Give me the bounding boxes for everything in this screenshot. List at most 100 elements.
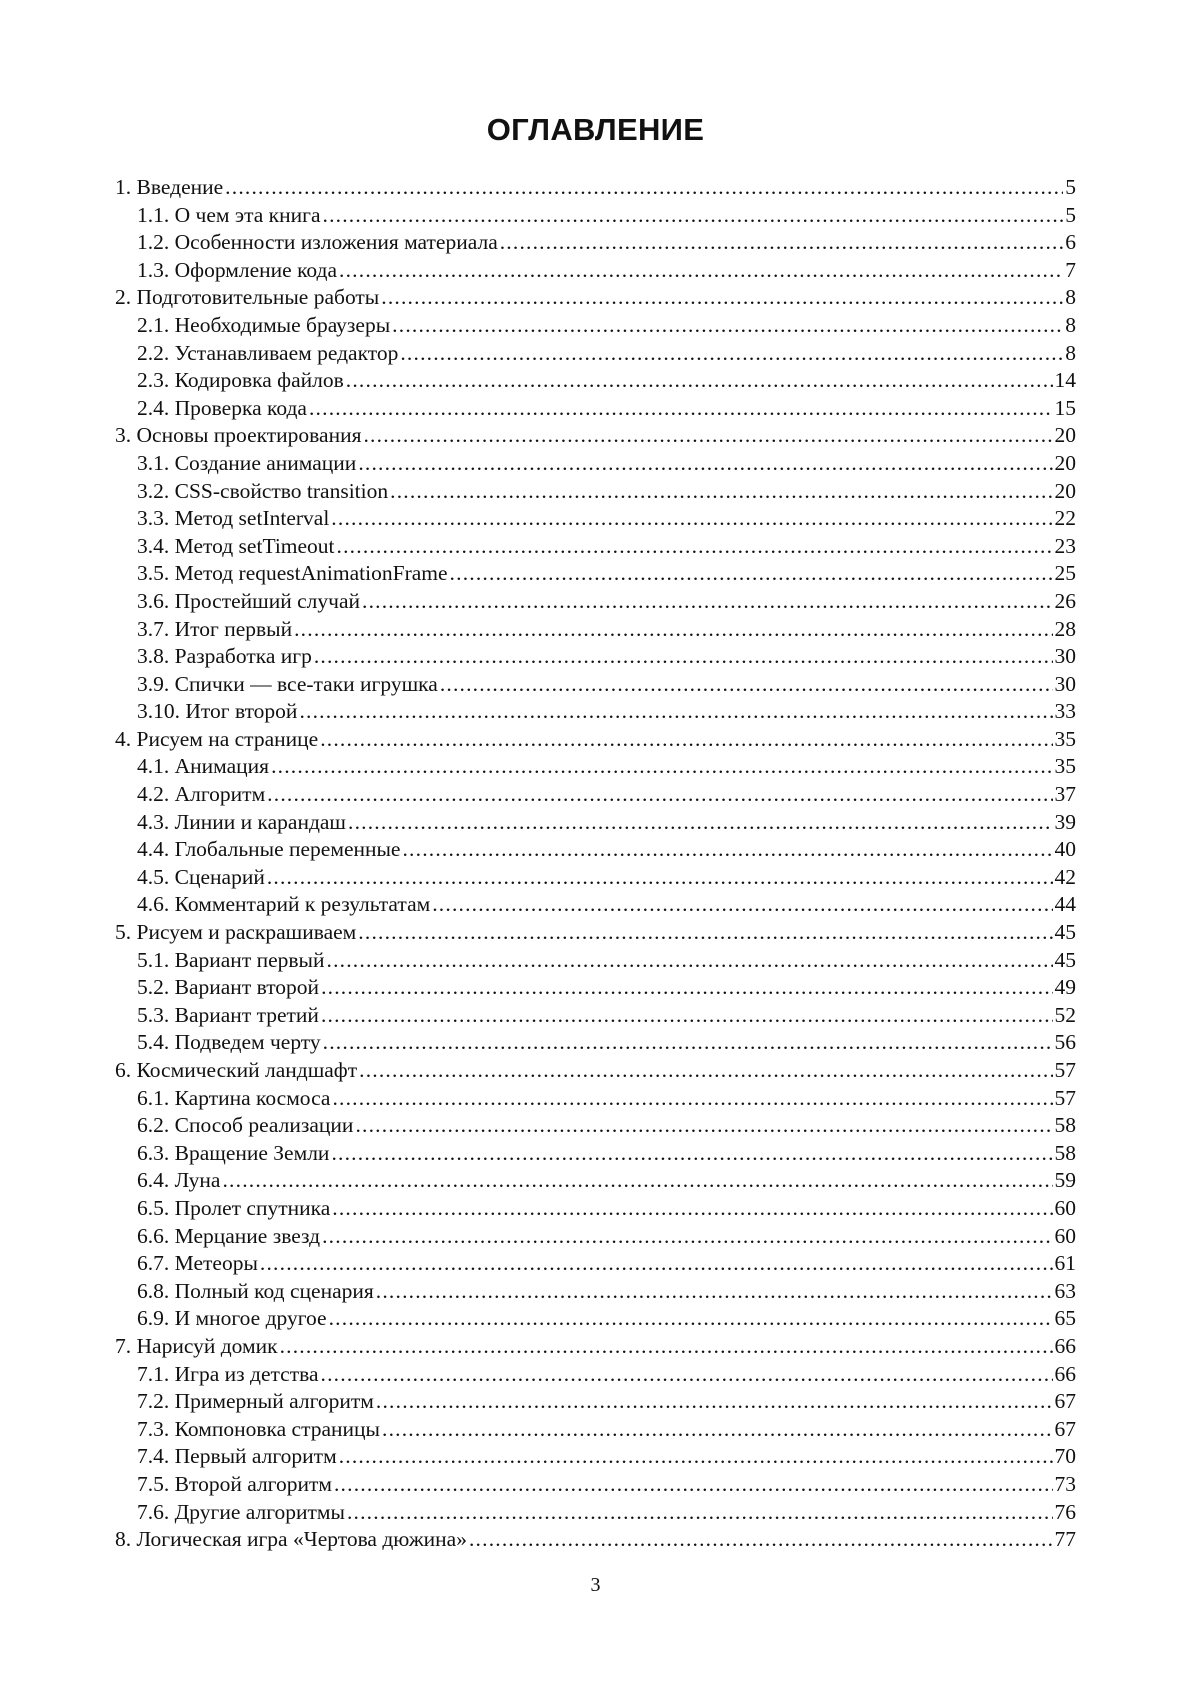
toc-section-entry[interactable]: 6.9. И многое другое 65 <box>115 1305 1076 1333</box>
entry-page-number: 60 <box>1054 1223 1077 1248</box>
toc-section-entry[interactable]: 4.4. Глобальные переменные 40 <box>115 836 1076 864</box>
entry-title: 7.5. Второй алгоритм <box>137 1471 332 1496</box>
toc-chapter-entry[interactable]: 3. Основы проектирования 20 <box>115 422 1076 450</box>
entry-page-number: 35 <box>1054 754 1077 779</box>
dot-leader <box>225 174 1063 202</box>
toc-section-entry[interactable]: 7.6. Другие алгоритмы 76 <box>115 1499 1076 1527</box>
toc-section-entry[interactable]: 5.1. Вариант первый 45 <box>115 947 1076 975</box>
entry-page-number: 66 <box>1054 1361 1077 1386</box>
entry-page-number: 8 <box>1065 285 1076 310</box>
entry-page-number: 44 <box>1054 892 1077 917</box>
dot-leader <box>469 1526 1053 1554</box>
dot-leader <box>267 864 1053 892</box>
toc-section-entry[interactable]: 7.4. Первый алгоритм 70 <box>115 1443 1076 1471</box>
dot-leader <box>359 1057 1052 1085</box>
toc-chapter-entry[interactable]: 7. Нарисуй домик 66 <box>115 1333 1076 1361</box>
toc-section-entry[interactable]: 1.3. Оформление кода 7 <box>115 257 1076 285</box>
entry-title: 6. Космический ландшафт <box>115 1058 358 1082</box>
toc-section-entry[interactable]: 6.8. Полный код сценария 63 <box>115 1278 1076 1306</box>
dot-leader <box>355 1112 1052 1140</box>
toc-section-entry[interactable]: 2.4. Проверка кода 15 <box>115 395 1076 423</box>
entry-title: 5.4. Подведем черту <box>137 1030 321 1055</box>
toc-section-entry[interactable]: 3.6. Простейший случай 26 <box>115 588 1076 616</box>
entry-title: 7.6. Другие алгоритмы <box>137 1499 345 1524</box>
dot-leader <box>348 809 1053 837</box>
toc-section-entry[interactable]: 3.3. Метод setInterval 22 <box>115 505 1076 533</box>
dot-leader <box>400 340 1063 368</box>
dot-leader <box>321 1002 1053 1030</box>
toc-section-entry[interactable]: 4.5. Сценарий 42 <box>115 864 1076 892</box>
dot-leader <box>327 947 1053 975</box>
toc-section-entry[interactable]: 3.4. Метод setTimeout 23 <box>115 533 1076 561</box>
entry-page-number: 77 <box>1054 1527 1077 1552</box>
entry-title: 8. Логическая игра «Чертова дюжина» <box>115 1527 467 1552</box>
toc-section-entry[interactable]: 7.2. Примерный алгоритм 67 <box>115 1388 1076 1416</box>
toc-chapter-entry[interactable]: 6. Космический ландшафт 57 <box>115 1057 1076 1085</box>
toc-section-entry[interactable]: 3.7. Итог первый 28 <box>115 616 1076 644</box>
dot-leader <box>402 836 1052 864</box>
entry-page-number: 76 <box>1054 1499 1077 1524</box>
entry-title: 2.3. Кодировка файлов <box>137 368 344 393</box>
toc-chapter-entry[interactable]: 4. Рисуем на странице 35 <box>115 726 1076 754</box>
entry-page-number: 20 <box>1054 478 1077 503</box>
toc-section-entry[interactable]: 4.6. Комментарий к результатам 44 <box>115 891 1076 919</box>
toc-section-entry[interactable]: 2.3. Кодировка файлов 14 <box>115 367 1076 395</box>
toc-section-entry[interactable]: 3.8. Разработка игр 30 <box>115 643 1076 671</box>
toc-section-entry[interactable]: 6.4. Луна 59 <box>115 1167 1076 1195</box>
toc-section-entry[interactable]: 1.2. Особенности изложения материала 6 <box>115 229 1076 257</box>
toc-section-entry[interactable]: 4.3. Линии и карандаш 39 <box>115 809 1076 837</box>
page-number: 3 <box>590 1574 601 1596</box>
toc-chapter-entry[interactable]: 1. Введение 5 <box>115 174 1076 202</box>
dot-leader <box>222 1167 1052 1195</box>
toc-section-entry[interactable]: 5.2. Вариант второй 49 <box>115 974 1076 1002</box>
toc-section-entry[interactable]: 6.7. Метеоры 61 <box>115 1250 1076 1278</box>
toc-section-entry[interactable]: 1.1. О чем эта книга 5 <box>115 202 1076 230</box>
toc-section-entry[interactable]: 6.1. Картина космоса 57 <box>115 1085 1076 1113</box>
dot-leader <box>339 1443 1053 1471</box>
toc-section-entry[interactable]: 3.1. Создание анимации 20 <box>115 450 1076 478</box>
toc-section-entry[interactable]: 6.5. Пролет спутника 60 <box>115 1195 1076 1223</box>
toc-chapter-entry[interactable]: 5. Рисуем и раскрашиваем 45 <box>115 919 1076 947</box>
toc-section-entry[interactable]: 4.2. Алгоритм 37 <box>115 781 1076 809</box>
dot-leader <box>376 1278 1053 1306</box>
toc-section-entry[interactable]: 7.1. Игра из детства 66 <box>115 1361 1076 1389</box>
entry-title: 3.4. Метод setTimeout <box>137 533 335 558</box>
dot-leader <box>332 1195 1052 1223</box>
entry-title: 6.5. Пролет спутника <box>137 1195 331 1220</box>
toc-section-entry[interactable]: 2.1. Необходимые браузеры 8 <box>115 312 1076 340</box>
toc-chapter-entry[interactable]: 8. Логическая игра «Чертова дюжина» 77 <box>115 1526 1076 1554</box>
dot-leader <box>320 726 1052 754</box>
entry-title: 5.2. Вариант второй <box>137 975 320 1000</box>
entry-page-number: 35 <box>1054 726 1077 751</box>
toc-section-entry[interactable]: 5.3. Вариант третий 52 <box>115 1002 1076 1030</box>
toc-section-entry[interactable]: 4.1. Анимация 35 <box>115 753 1076 781</box>
toc-section-entry[interactable]: 3.9. Спички — все-таки игрушка 30 <box>115 671 1076 699</box>
entry-title: 1. Введение <box>115 175 224 199</box>
entry-page-number: 33 <box>1054 699 1077 724</box>
entry-title: 3.3. Метод setInterval <box>137 506 330 531</box>
dot-leader <box>267 781 1052 809</box>
dot-leader <box>299 698 1052 726</box>
dot-leader <box>323 202 1064 230</box>
toc-section-entry[interactable]: 7.5. Второй алгоритм 73 <box>115 1471 1076 1499</box>
entry-page-number: 67 <box>1054 1416 1077 1441</box>
toc-section-entry[interactable]: 2.2. Устанавливаем редактор 8 <box>115 340 1076 368</box>
dot-leader <box>322 1223 1052 1251</box>
entry-title: 1.2. Особенности изложения материала <box>137 230 498 255</box>
dot-leader <box>331 1140 1052 1168</box>
toc-section-entry[interactable]: 3.2. CSS-свойство transition 20 <box>115 478 1076 506</box>
toc-section-entry[interactable]: 6.2. Способ реализации 58 <box>115 1112 1076 1140</box>
toc-chapter-entry[interactable]: 2. Подготовительные работы 8 <box>115 284 1076 312</box>
table-of-contents: 1. Введение51.1. О чем эта книга51.2. Ос… <box>115 174 1076 1554</box>
toc-section-entry[interactable]: 3.10. Итог второй 33 <box>115 698 1076 726</box>
dot-leader <box>363 422 1052 450</box>
toc-section-entry[interactable]: 6.6. Мерцание звезд 60 <box>115 1223 1076 1251</box>
entry-page-number: 49 <box>1054 975 1077 1000</box>
dot-leader <box>432 891 1052 919</box>
toc-section-entry[interactable]: 6.3. Вращение Земли 58 <box>115 1140 1076 1168</box>
entry-title: 4.1. Анимация <box>137 754 270 779</box>
toc-section-entry[interactable]: 7.3. Компоновка страницы 67 <box>115 1416 1076 1444</box>
toc-section-entry[interactable]: 3.5. Метод requestAnimationFrame 25 <box>115 560 1076 588</box>
toc-section-entry[interactable]: 5.4. Подведем черту 56 <box>115 1029 1076 1057</box>
entry-title: 1.1. О чем эта книга <box>137 202 321 227</box>
